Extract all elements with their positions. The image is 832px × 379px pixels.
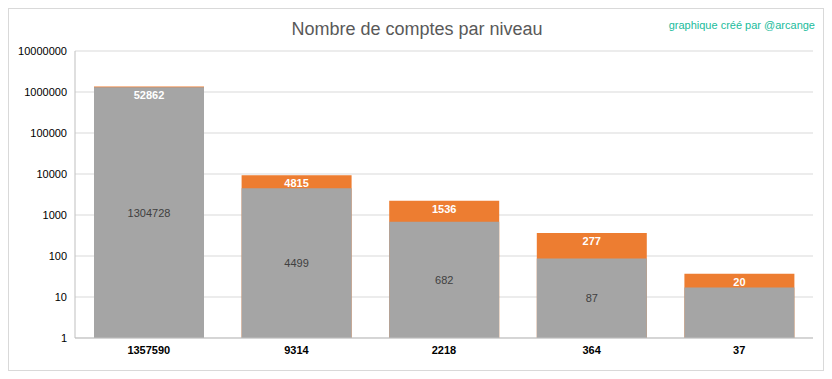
svg-text:10000: 10000 — [36, 168, 67, 180]
svg-text:10000000: 10000000 — [18, 45, 67, 57]
svg-text:87: 87 — [586, 292, 598, 304]
svg-text:4815: 4815 — [284, 177, 308, 189]
svg-text:100: 100 — [49, 250, 67, 262]
html-text:graphique créé par @arcange: graphique créé par @arcange — [668, 19, 815, 31]
svg-text:2218: 2218 — [432, 344, 456, 356]
svg-text:4499: 4499 — [284, 257, 308, 269]
svg-text:1536: 1536 — [432, 203, 456, 215]
svg-text:682: 682 — [435, 274, 453, 286]
svg-text:1304728: 1304728 — [128, 207, 171, 219]
svg-text:37: 37 — [733, 344, 745, 356]
svg-text:1000000: 1000000 — [24, 86, 67, 98]
html-text:Nombre de comptes par niveau: Nombre de comptes par niveau — [291, 19, 543, 39]
svg-text:1000: 1000 — [43, 209, 67, 221]
svg-text:1: 1 — [61, 332, 67, 344]
svg-text:9314: 9314 — [284, 344, 309, 356]
svg-text:364: 364 — [582, 344, 601, 356]
svg-text:277: 277 — [583, 235, 601, 247]
svg-text:10: 10 — [55, 291, 67, 303]
svg-text:52862: 52862 — [134, 89, 165, 101]
svg-text:1357590: 1357590 — [127, 344, 170, 356]
svg-text:20: 20 — [733, 276, 745, 288]
svg-text:100000: 100000 — [30, 127, 67, 139]
